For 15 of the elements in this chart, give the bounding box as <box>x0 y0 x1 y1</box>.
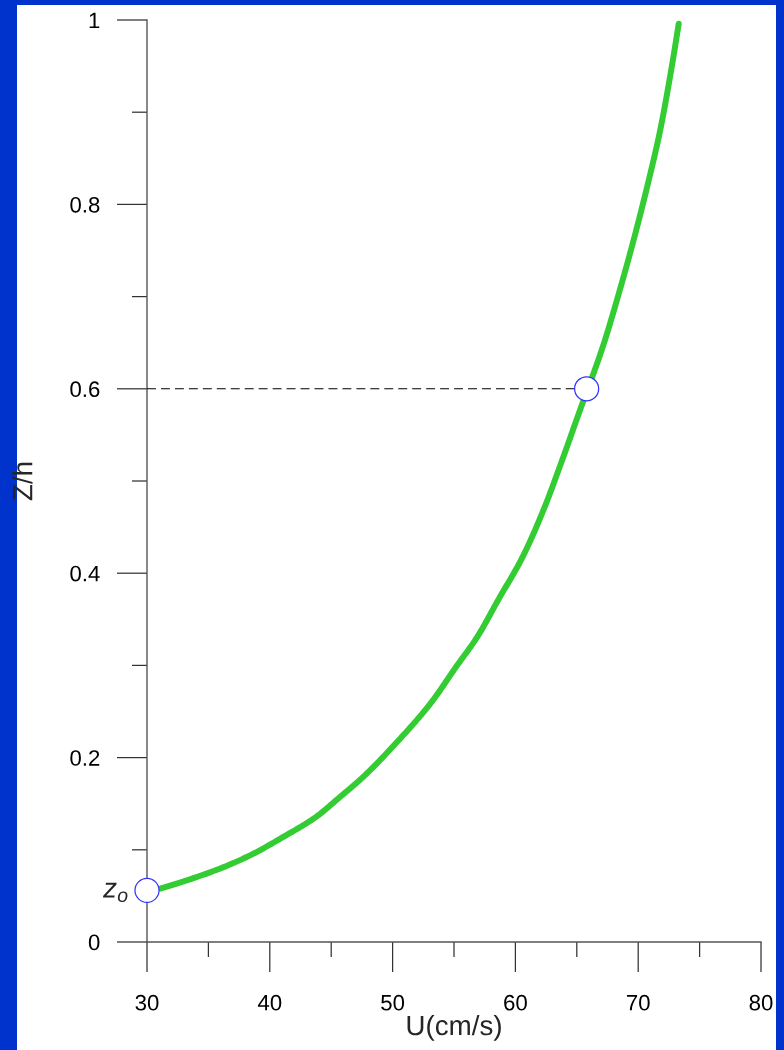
y-tick-label: 0.4 <box>70 565 100 582</box>
x-tick-label: 80 <box>749 994 773 1011</box>
y-tick-label: 0.2 <box>70 750 100 766</box>
y-tick-label: 1 <box>89 12 100 29</box>
x-tick-label: 50 <box>381 994 405 1011</box>
y-axis-title: Z/h <box>12 462 33 501</box>
x-tick-label: 70 <box>626 994 650 1011</box>
x-tick-label: 40 <box>257 994 282 1011</box>
y-tick-label: 0 <box>88 934 100 951</box>
y-tick-label: 0.8 <box>70 196 100 213</box>
x-tick-label: 60 <box>504 994 527 1011</box>
y-tick-label: 0.6 <box>70 381 100 398</box>
x-axis-title: U(cm/s) <box>407 1014 501 1041</box>
annotation: z$_{o}$ <box>102 882 128 903</box>
x-tick-label: 30 <box>135 994 159 1011</box>
